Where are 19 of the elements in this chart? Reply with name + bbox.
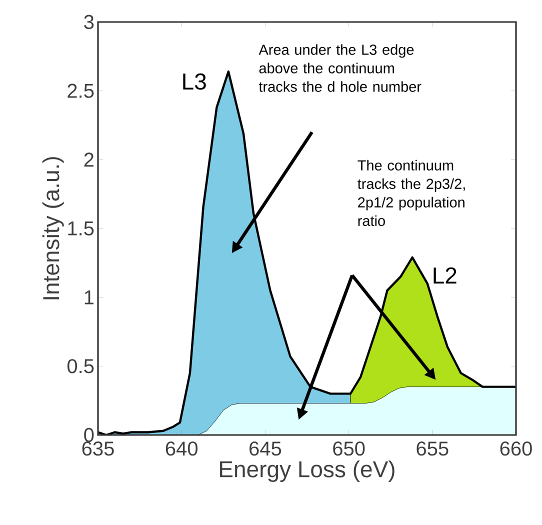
- x-tick-label: 645: [250, 442, 282, 456]
- annotation: The continuum tracks the 2p3/2, 2p1/2 population ratio: [358, 160, 465, 226]
- x-tick-label: 660: [500, 442, 532, 456]
- annotation: L3: [183, 73, 206, 90]
- y-axis-title: Intensity (a.u.): [42, 157, 64, 300]
- x-axis-title: Energy Loss (eV): [220, 460, 394, 482]
- y-tick-label: 0.5: [67, 359, 94, 374]
- annotation: L2: [434, 267, 456, 284]
- x-tick-label: 635: [82, 442, 114, 456]
- y-tick-label: 3: [84, 14, 94, 30]
- y-tick-label: 2: [84, 152, 94, 167]
- y-tick-label: 2.5: [68, 84, 94, 98]
- y-tick-label: 0: [84, 428, 94, 442]
- x-tick-label: 640: [166, 442, 198, 456]
- y-tick-label: 1.5: [68, 222, 94, 236]
- y-tick-label: 1: [84, 290, 94, 304]
- x-tick-label: 650: [333, 442, 365, 456]
- x-tick-label: 655: [416, 442, 448, 456]
- annotation: Area under the L3 edge above the continuum tracks the d hole number: [258, 44, 422, 92]
